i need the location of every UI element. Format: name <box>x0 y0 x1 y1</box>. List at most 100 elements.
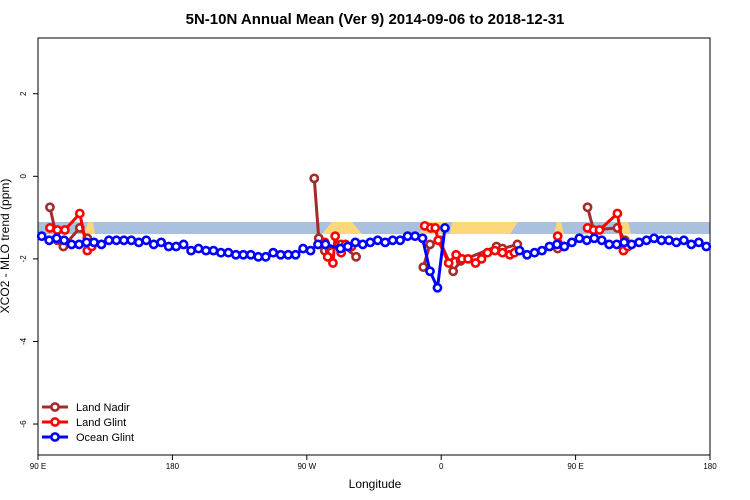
y-axis-label: XCO2 - MLO trend (ppm) <box>0 179 12 314</box>
x-tick-label: 90 E <box>30 462 46 471</box>
data-point <box>305 245 316 256</box>
data-point <box>223 247 234 258</box>
data-point <box>529 247 540 258</box>
data-point <box>36 231 47 242</box>
data-point <box>589 233 600 244</box>
data-point <box>290 249 301 260</box>
data-point <box>126 235 137 246</box>
data-point <box>482 247 493 258</box>
data-point <box>320 239 331 250</box>
data-point <box>566 237 577 248</box>
data-point <box>514 245 525 256</box>
data-point <box>671 237 682 248</box>
data-point <box>634 237 644 248</box>
data-point <box>66 239 77 250</box>
land-patch <box>450 222 518 234</box>
data-point <box>686 239 697 250</box>
land-patch <box>322 222 362 234</box>
data-point <box>552 231 563 242</box>
y-tick-label: -2 <box>19 255 28 263</box>
data-point <box>410 231 420 242</box>
data-point <box>432 282 443 293</box>
legend-label: Ocean Glint <box>76 432 134 444</box>
data-point <box>537 245 547 256</box>
legend-label: Land Glint <box>76 417 126 429</box>
data-point <box>118 235 129 246</box>
data-point <box>104 235 114 246</box>
data-point <box>44 235 55 246</box>
data-point <box>425 266 435 277</box>
legend-item: Ocean Glint <box>42 432 134 444</box>
data-point <box>380 237 391 248</box>
data-point <box>52 225 63 235</box>
data-point <box>701 241 712 252</box>
data-point <box>275 249 286 260</box>
data-point <box>490 245 500 256</box>
data-point <box>596 235 607 246</box>
legend-marker <box>50 417 60 427</box>
data-point <box>626 239 637 250</box>
data-point <box>372 235 383 246</box>
legend-marker <box>50 402 60 412</box>
data-point <box>559 241 570 252</box>
data-point <box>193 243 204 254</box>
data-point <box>141 235 152 246</box>
data-point <box>402 231 413 242</box>
data-point <box>574 233 585 244</box>
data-point <box>96 239 107 250</box>
data-point <box>133 237 144 248</box>
data-point <box>678 235 689 246</box>
data-point <box>463 253 473 264</box>
x-tick-label: 90 W <box>297 462 316 471</box>
data-point <box>581 235 592 246</box>
data-point <box>51 233 62 244</box>
data-point <box>322 251 333 262</box>
data-point <box>156 237 167 248</box>
series <box>36 223 712 293</box>
data-point <box>260 251 271 262</box>
legend-item: Land Glint <box>42 417 126 429</box>
data-point <box>476 253 487 264</box>
x-tick-label: 90 E <box>567 462 583 471</box>
data-point <box>45 223 55 233</box>
data-point <box>448 266 459 277</box>
data-point <box>443 258 454 268</box>
data-point <box>216 247 226 258</box>
data-point <box>649 233 659 244</box>
data-point <box>365 237 376 248</box>
land-patch <box>84 222 95 234</box>
data-point <box>163 241 174 252</box>
data-point <box>298 243 308 254</box>
data-point <box>604 239 615 250</box>
data-point <box>350 237 361 248</box>
data-point <box>387 235 398 246</box>
chart-title: 5N-10N Annual Mean (Ver 9) 2014-09-06 to… <box>186 11 565 28</box>
data-point <box>89 237 99 248</box>
x-tick-label: 180 <box>703 462 717 471</box>
data-point <box>208 245 219 256</box>
data-point <box>59 235 70 246</box>
data-point <box>582 202 593 213</box>
data-point <box>45 202 55 213</box>
data-point <box>351 251 361 262</box>
data-point <box>335 243 346 254</box>
data-point <box>230 249 241 260</box>
data-point <box>664 235 674 246</box>
ocean-band <box>38 222 710 234</box>
data-point <box>313 239 323 250</box>
y-tick-label: -6 <box>19 420 28 428</box>
x-tick-label: 0 <box>439 462 444 471</box>
data-point <box>497 247 508 258</box>
data-point <box>74 208 85 219</box>
data-point <box>522 249 532 260</box>
legend-marker <box>50 432 60 442</box>
data-point <box>253 251 264 262</box>
data-point <box>186 245 196 256</box>
y-tick-label: 0 <box>19 174 28 179</box>
data-point <box>619 237 630 248</box>
data-point <box>201 245 211 256</box>
data-point <box>395 235 406 246</box>
y-tick-label: 2 <box>19 91 28 96</box>
